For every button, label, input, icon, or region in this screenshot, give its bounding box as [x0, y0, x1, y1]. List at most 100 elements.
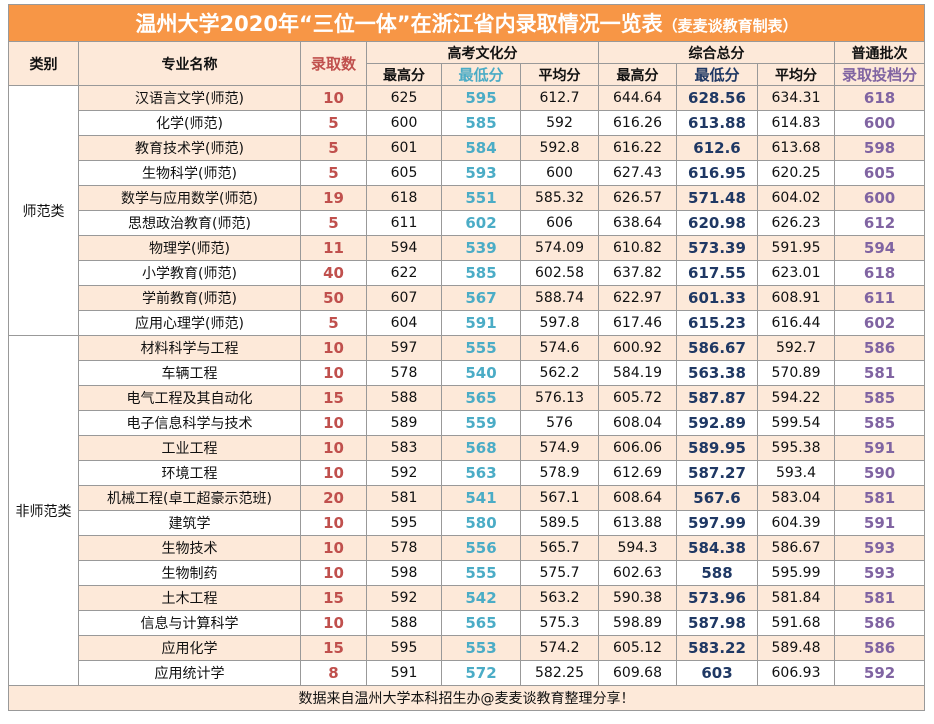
value-cell: 626.23 — [757, 210, 835, 236]
data-row: 应用心理学(师范) 5 604 591 597.8 617.46 615.23 616.44 6… — [9, 310, 926, 336]
data-row: 化学(师范) 5 600 585 592 616.26 613.88 614.83 600 — [9, 110, 926, 136]
value-cell: 592.89 — [676, 410, 758, 436]
value-cell: 588 — [676, 560, 758, 586]
value-cell: 618 — [366, 185, 442, 211]
value-cell: 580 — [441, 510, 521, 536]
value-cell: 10 — [300, 360, 367, 386]
value-cell: 612 — [833, 210, 926, 236]
value-cell: 581 — [833, 585, 926, 611]
value-cell: 613.88 — [676, 110, 758, 136]
major-cell: 化学(师范) — [78, 110, 301, 136]
value-cell: 589 — [366, 410, 442, 436]
header-cell: 普通批次 — [833, 41, 926, 64]
value-cell: 584.19 — [598, 360, 677, 386]
value-cell: 592.7 — [757, 335, 835, 361]
value-cell: 616.22 — [598, 135, 677, 161]
value-cell: 595 — [441, 85, 521, 111]
value-cell: 602 — [833, 310, 926, 336]
value-cell: 572 — [441, 660, 521, 686]
value-cell: 602.58 — [520, 260, 599, 286]
data-row: 生物科学(师范) 5 605 593 600 627.43 616.95 620.25 605 — [9, 160, 926, 186]
value-cell: 10 — [300, 610, 367, 636]
major-cell: 应用统计学 — [78, 660, 301, 686]
value-cell: 598 — [833, 135, 926, 161]
major-cell: 生物制药 — [78, 560, 301, 586]
data-row: 环境工程 10 592 563 578.9 612.69 587.27 593.4 590 — [9, 460, 926, 486]
value-cell: 20 — [300, 485, 367, 511]
data-row: 学前教育(师范) 50 607 567 588.74 622.97 601.33 608.91… — [9, 285, 926, 311]
value-cell: 590.38 — [598, 585, 677, 611]
value-cell: 10 — [300, 460, 367, 486]
value-cell: 588 — [366, 610, 442, 636]
data-row: 数学与应用数学(师范) 19 618 551 585.32 626.57 571.48 604… — [9, 185, 926, 211]
value-cell: 618 — [833, 85, 926, 111]
value-cell: 618 — [833, 260, 926, 286]
value-cell: 589.5 — [520, 510, 599, 536]
major-cell: 学前教育(师范) — [78, 285, 301, 311]
header-cell: 录取投档分 — [833, 63, 926, 86]
value-cell: 582.25 — [520, 660, 599, 686]
data-row: 教育技术学(师范) 5 601 584 592.8 616.22 612.6 613.68 59… — [9, 135, 926, 161]
major-cell: 汉语言文学(师范) — [78, 85, 301, 111]
value-cell: 15 — [300, 635, 367, 661]
value-cell: 588.74 — [520, 285, 599, 311]
value-cell: 598.89 — [598, 610, 677, 636]
value-cell: 578 — [366, 360, 442, 386]
value-cell: 597.8 — [520, 310, 599, 336]
value-cell: 575.7 — [520, 560, 599, 586]
value-cell: 601.33 — [676, 285, 758, 311]
value-cell: 574.2 — [520, 635, 599, 661]
value-cell: 622 — [366, 260, 442, 286]
value-cell: 559 — [441, 410, 521, 436]
value-cell: 556 — [441, 535, 521, 561]
value-cell: 542 — [441, 585, 521, 611]
header-cell: 最低分 — [676, 63, 758, 86]
major-cell: 工业工程 — [78, 435, 301, 461]
data-row: 物理学(师范) 11 594 539 574.09 610.82 573.39 591.95 5… — [9, 235, 926, 261]
value-cell: 5 — [300, 210, 367, 236]
value-cell: 10 — [300, 410, 367, 436]
value-cell: 604.39 — [757, 510, 835, 536]
value-cell: 599.54 — [757, 410, 835, 436]
header-cell: 专业名称 — [78, 41, 301, 86]
data-row: 思想政治教育(师范) 5 611 602 606 638.64 620.98 626.23 61… — [9, 210, 926, 236]
value-cell: 616.26 — [598, 110, 677, 136]
value-cell: 591 — [441, 310, 521, 336]
data-row: 电气工程及其自动化 15 588 565 576.13 605.72 587.87 594.2… — [9, 385, 926, 411]
header-cell: 平均分 — [520, 63, 599, 86]
value-cell: 585 — [441, 260, 521, 286]
value-cell: 574.9 — [520, 435, 599, 461]
value-cell: 600 — [366, 110, 442, 136]
value-cell: 594.22 — [757, 385, 835, 411]
value-cell: 600 — [833, 110, 926, 136]
major-cell: 电气工程及其自动化 — [78, 385, 301, 411]
value-cell: 5 — [300, 110, 367, 136]
value-cell: 592 — [520, 110, 599, 136]
value-cell: 605 — [366, 160, 442, 186]
value-cell: 595 — [366, 635, 442, 661]
value-cell: 539 — [441, 235, 521, 261]
major-cell: 材料科学与工程 — [78, 335, 301, 361]
major-cell: 数学与应用数学(师范) — [78, 185, 301, 211]
data-row: 工业工程 10 583 568 574.9 606.06 589.95 595.38 591 — [9, 435, 926, 461]
major-cell: 教育技术学(师范) — [78, 135, 301, 161]
title-cell: 温州大学2020年“三位一体”在浙江省内录取情况一览表（麦麦谈教育制表） — [7, 4, 926, 42]
value-cell: 600 — [520, 160, 599, 186]
value-cell: 587.98 — [676, 610, 758, 636]
header-cell: 录取数 — [300, 41, 367, 86]
header-cell: 类别 — [8, 41, 79, 86]
value-cell: 587.87 — [676, 385, 758, 411]
header-cell: 平均分 — [757, 63, 835, 86]
data-row: 应用统计学 8 591 572 582.25 609.68 603 606.93 592 — [9, 660, 926, 686]
value-cell: 585.32 — [520, 185, 599, 211]
value-cell: 588 — [366, 385, 442, 411]
value-cell: 591.68 — [757, 610, 835, 636]
admission-table: 温州大学2020年“三位一体”在浙江省内录取情况一览表（麦麦谈教育制表） 类别 … — [7, 4, 926, 711]
value-cell: 593 — [441, 160, 521, 186]
header-cell: 最低分 — [441, 63, 521, 86]
header-cell: 最高分 — [598, 63, 677, 86]
value-cell: 609.68 — [598, 660, 677, 686]
value-cell: 573.39 — [676, 235, 758, 261]
value-cell: 614.83 — [757, 110, 835, 136]
value-cell: 581 — [833, 360, 926, 386]
